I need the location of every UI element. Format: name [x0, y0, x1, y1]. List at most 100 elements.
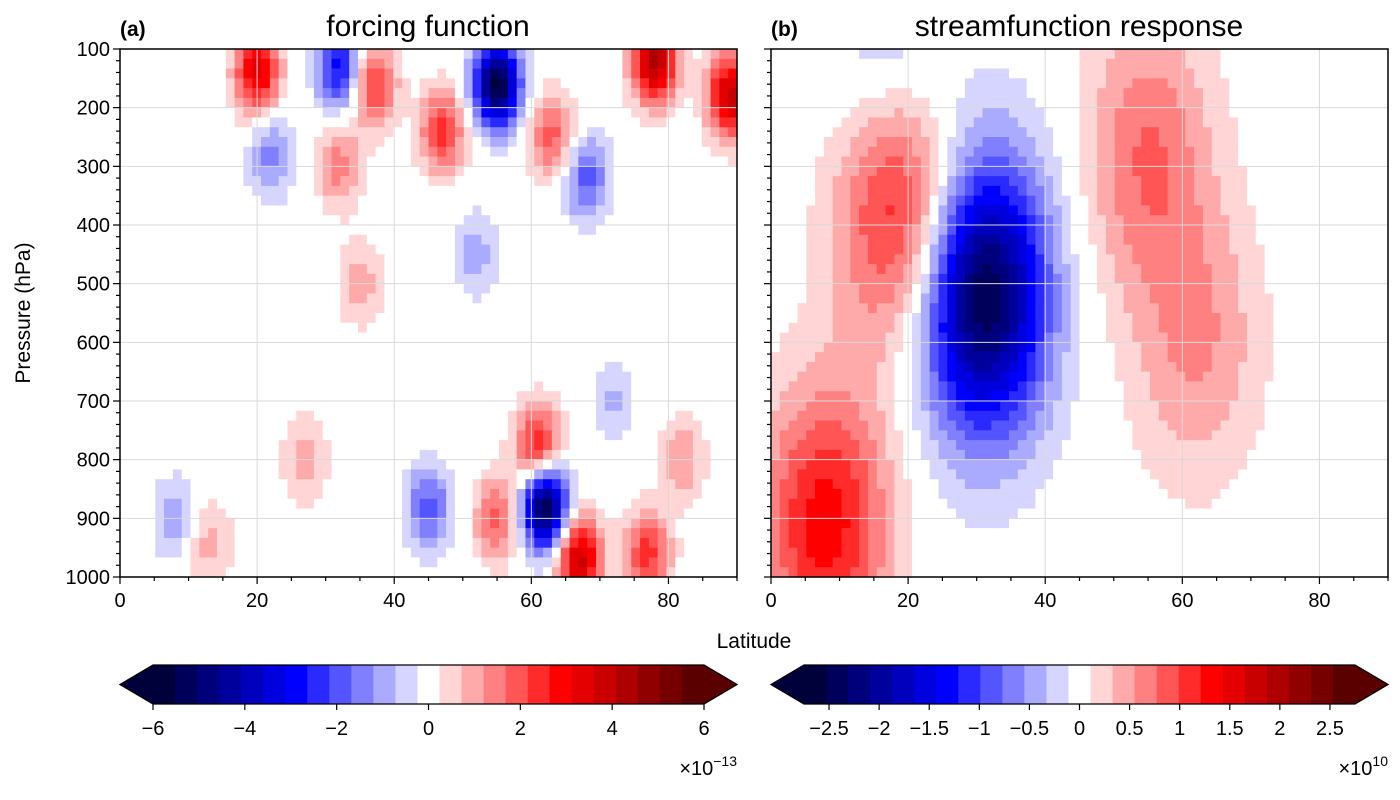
field-cell — [657, 49, 668, 60]
field-cell — [525, 283, 535, 295]
field-cell — [472, 234, 482, 246]
field-cell — [261, 410, 271, 422]
field-cell — [1291, 137, 1301, 148]
field-cell — [912, 58, 922, 70]
field-cell — [278, 78, 289, 89]
field-cell — [261, 361, 271, 373]
field-cell — [728, 195, 738, 207]
field-cell — [1282, 146, 1292, 158]
field-cell — [595, 97, 606, 109]
field-cell — [622, 166, 632, 177]
field-cell — [560, 78, 571, 89]
field-cell — [234, 78, 244, 89]
field-cell — [1105, 117, 1116, 128]
field-cell — [692, 528, 703, 539]
field-cell — [543, 117, 553, 128]
field-cell — [675, 68, 685, 79]
field-cell — [146, 352, 156, 363]
field-cell — [1176, 137, 1186, 148]
field-cell — [393, 469, 403, 480]
field-cell — [534, 293, 544, 304]
field-cell — [806, 127, 816, 138]
field-cell — [349, 508, 359, 519]
field-cell — [340, 88, 350, 99]
field-cell — [710, 156, 720, 167]
field-cell — [692, 332, 703, 343]
field-cell — [701, 459, 712, 471]
field-cell — [120, 557, 130, 568]
field-cell — [499, 430, 509, 441]
field-cell — [534, 68, 544, 79]
field-cell — [208, 537, 218, 549]
field-cell — [375, 381, 386, 392]
field-cell — [164, 332, 174, 343]
field-cell — [305, 283, 315, 295]
field-cell — [287, 479, 297, 490]
field-cell — [278, 146, 289, 158]
field-cell — [278, 127, 289, 138]
field-cell — [1352, 78, 1363, 89]
field-cell — [402, 78, 412, 89]
field-cell — [551, 293, 562, 304]
field-cell — [1282, 117, 1292, 128]
field-cell — [657, 391, 668, 402]
field-cell — [278, 195, 289, 207]
field-cell — [1335, 185, 1345, 197]
field-cell — [771, 58, 781, 70]
field-cell — [243, 342, 253, 353]
field-cell — [692, 391, 703, 402]
field-cell — [499, 176, 509, 187]
field-cell — [172, 489, 183, 500]
field-cell — [516, 557, 527, 568]
field-cell — [684, 440, 694, 451]
field-cell — [1158, 117, 1169, 128]
field-cell — [1026, 49, 1037, 60]
field-cell — [313, 166, 324, 177]
field-cell — [261, 273, 271, 285]
field-cell — [402, 332, 412, 343]
field-cell — [199, 176, 209, 187]
field-cell — [446, 449, 456, 461]
field-cell — [428, 352, 438, 363]
field-cell — [507, 176, 518, 187]
field-cell — [823, 107, 834, 119]
field-cell — [366, 146, 377, 158]
field-cell — [666, 273, 676, 285]
field-cell — [190, 361, 200, 373]
field-cell — [551, 410, 562, 422]
field-cell — [313, 205, 324, 216]
field-cell — [1220, 176, 1230, 187]
field-cell — [181, 567, 192, 578]
field-cell — [146, 430, 156, 441]
field-cell — [657, 352, 668, 363]
field-cell — [1017, 107, 1028, 119]
field-cell — [384, 449, 394, 461]
field-cell — [551, 244, 562, 255]
field-cell — [278, 342, 289, 353]
field-cell — [719, 107, 729, 119]
field-cell — [1308, 117, 1319, 128]
field-cell — [155, 342, 165, 353]
field-cell — [657, 371, 668, 383]
field-cell — [569, 244, 579, 255]
field-cell — [137, 332, 148, 343]
field-cell — [867, 78, 878, 89]
field-cell — [331, 489, 341, 500]
field-cell — [278, 537, 289, 549]
field-cell — [331, 88, 341, 99]
field-cell — [243, 185, 253, 197]
field-cell — [595, 381, 606, 392]
field-cell — [1229, 117, 1239, 128]
field-cell — [1211, 195, 1222, 207]
field-cell — [788, 78, 799, 89]
field-cell — [525, 97, 535, 109]
field-cell — [243, 244, 253, 255]
field-cell — [551, 78, 562, 89]
field-cell — [1229, 195, 1239, 207]
field-cell — [146, 185, 156, 197]
field-cell — [560, 146, 571, 158]
field-cell — [867, 117, 878, 128]
field-cell — [516, 410, 527, 422]
field-cell — [841, 127, 851, 138]
field-cell — [375, 137, 386, 148]
